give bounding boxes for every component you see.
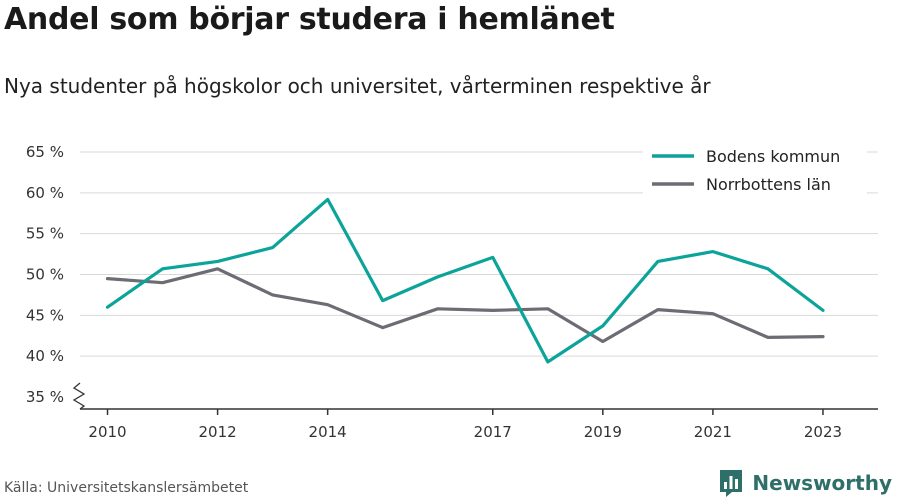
y-tick-label: 65 % [26,143,64,161]
x-tick-label: 2019 [584,423,622,441]
series-line-norrbottens-län [105,267,825,344]
bar-chart-logo-icon [720,470,743,497]
brand-logo[interactable]: Newsworthy [718,468,892,498]
y-tick-label: 40 % [26,347,64,365]
series-line-bodens-kommun [105,197,825,364]
y-tick-label: 55 % [26,225,64,243]
brand-name: Newsworthy [752,471,892,495]
legend: Bodens kommun Norrbottens län [643,140,867,198]
legend-label: Norrbottens län [706,175,831,194]
chart-title: Andel som börjar studera i hemlänet [4,2,615,37]
x-tick-label: 2023 [804,423,842,441]
source-note: Källa: Universitetskanslersämbetet [4,480,249,496]
axis-break-icon [72,382,86,410]
legend-label: Bodens kommun [706,147,840,166]
x-tick-label: 2010 [88,423,126,441]
x-tick-label: 2014 [309,423,347,441]
legend-background [643,140,867,198]
y-tick-label: 60 % [26,184,64,202]
y-axis-ticks: 35 % 40 % 45 % 50 % 55 % 60 % 65 % [26,143,86,410]
series-lines [105,197,825,364]
x-tick-label: 2021 [694,423,732,441]
y-tick-label: 50 % [26,266,64,284]
x-tick-label: 2012 [198,423,236,441]
x-tick-label: 2017 [474,423,512,441]
line-chart: 35 %40 %45 %50 %55 %60 %65 % 2010 2012 201… [25,140,878,441]
y-tick-label: 45 % [26,306,64,324]
chart-subtitle: Nya studenter på högskolor och universit… [4,74,711,98]
x-axis: 2010 2012 2014 2017 2019 2021 2023 [80,408,878,441]
y-tick-label: 35 % [26,388,64,406]
